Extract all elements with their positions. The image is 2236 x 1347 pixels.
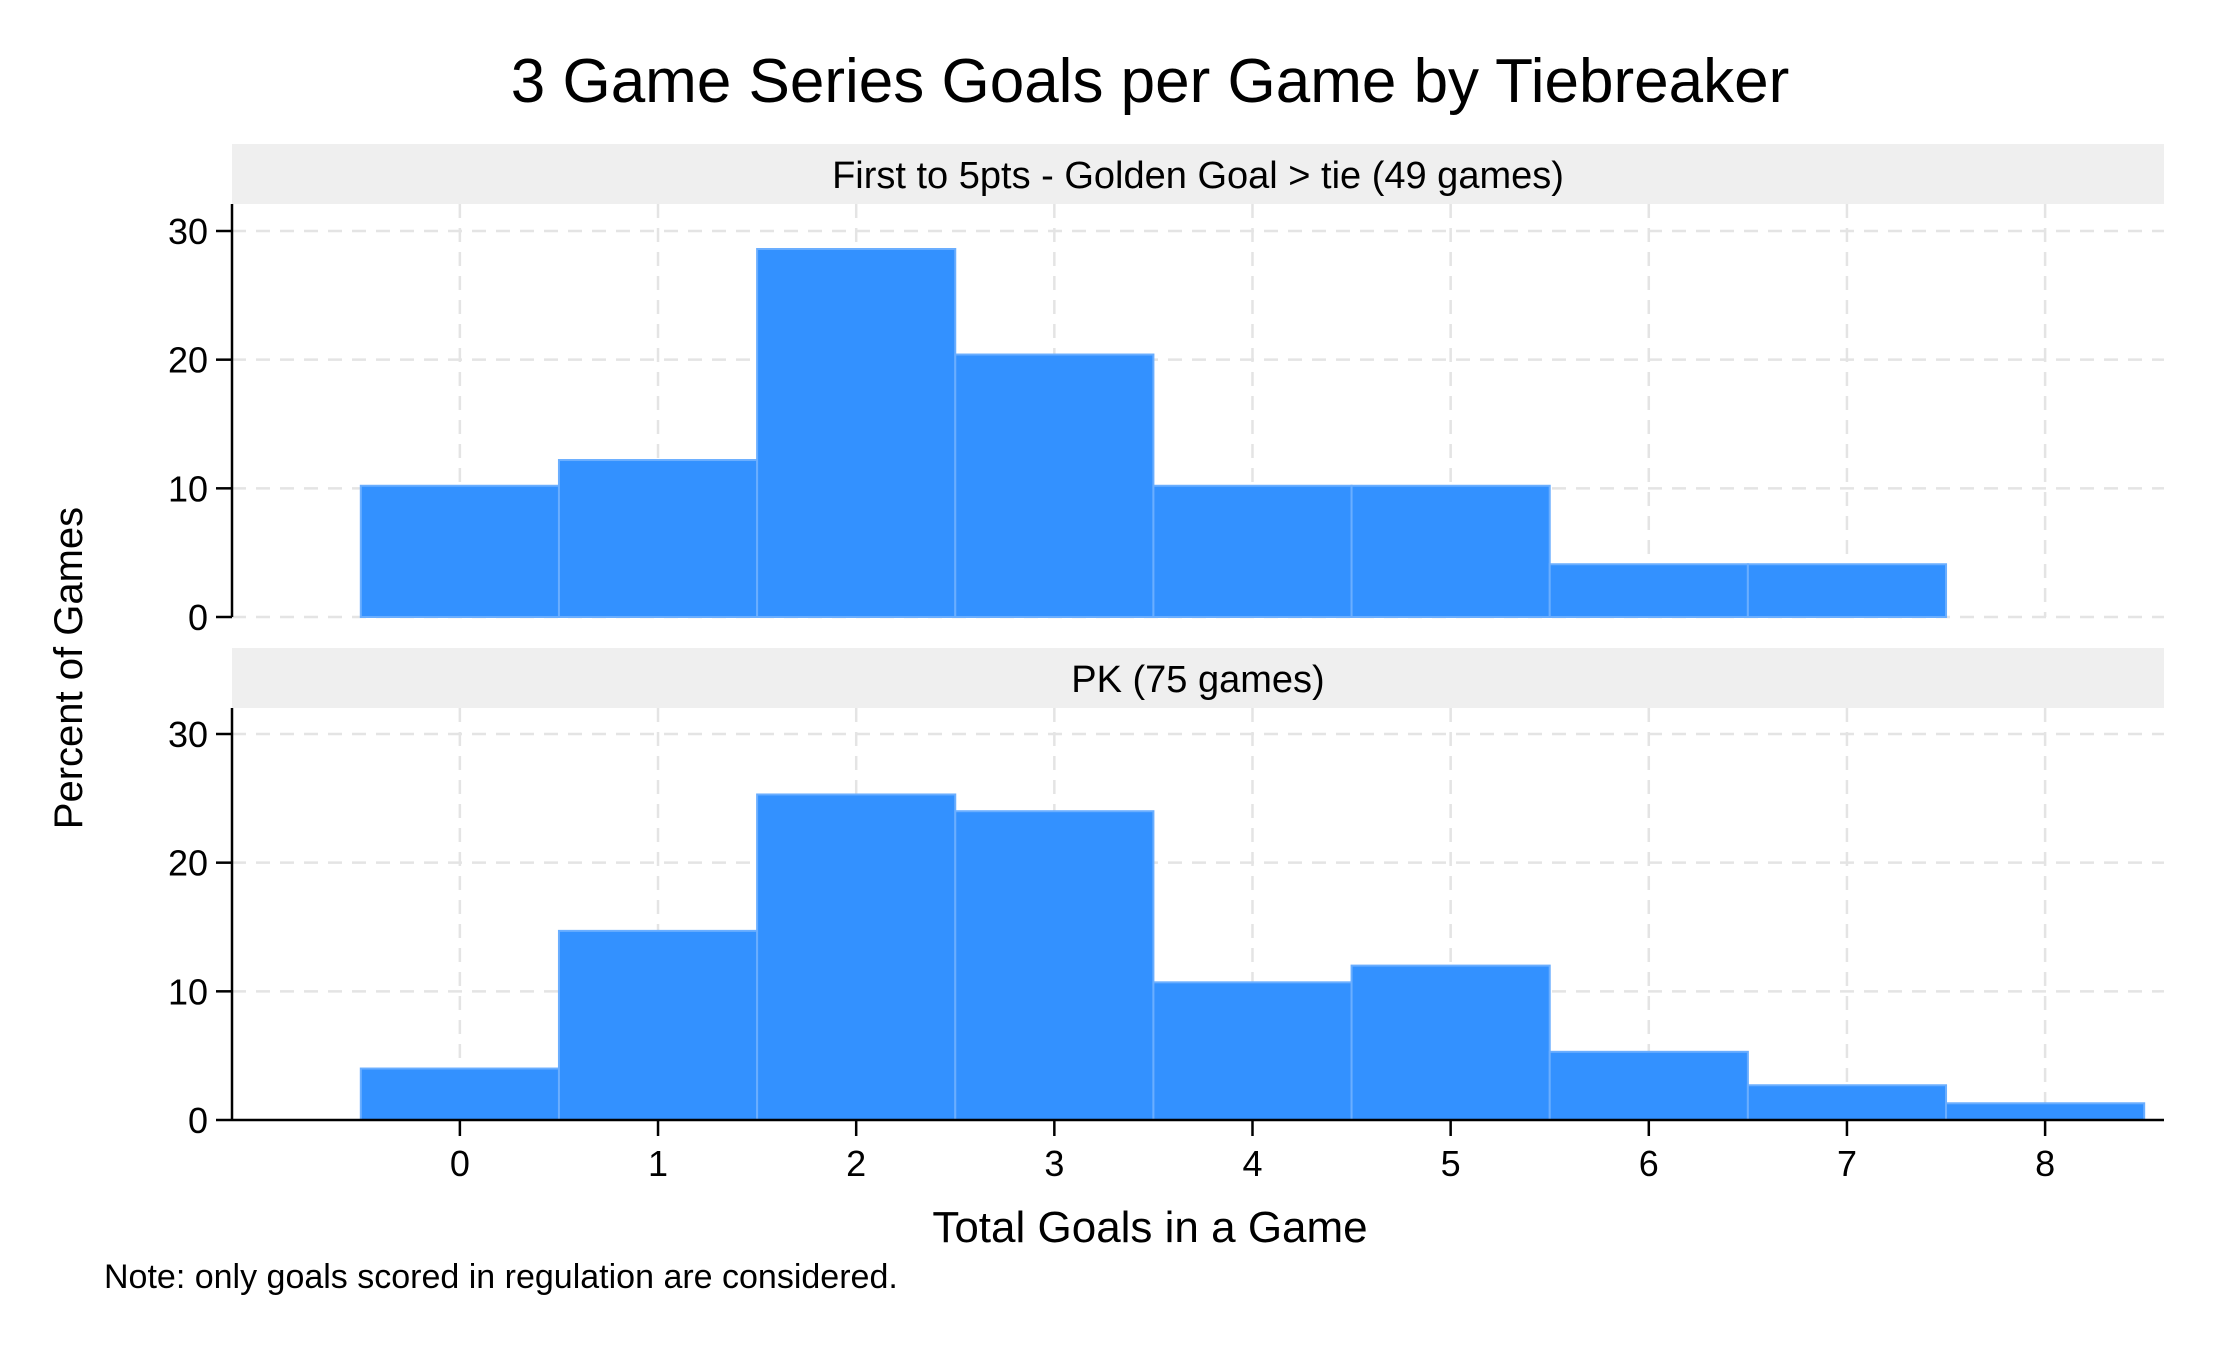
histogram-bar xyxy=(1350,964,1551,1121)
histogram-bar xyxy=(756,248,957,618)
histogram-bar xyxy=(1746,1084,1948,1122)
panel-title: First to 5pts - Golden Goal > tie (49 ga… xyxy=(832,155,1564,197)
histogram-bar xyxy=(1746,563,1948,618)
histogram-bar xyxy=(756,793,957,1121)
x-tick-label: 4 xyxy=(1242,1143,1262,1184)
y-tick-label: 30 xyxy=(168,211,208,252)
histogram-bar xyxy=(1350,484,1551,619)
x-tick-label: 1 xyxy=(648,1143,668,1184)
panel-strip xyxy=(232,648,2164,708)
panel-1: First to 5pts - Golden Goal > tie (49 ga… xyxy=(168,144,2164,638)
y-tick-label: 20 xyxy=(168,340,208,381)
x-axis-label: Total Goals in a Game xyxy=(932,1203,1367,1252)
y-tick-label: 10 xyxy=(168,971,208,1012)
histogram-bar xyxy=(954,810,1155,1121)
x-tick-label: 3 xyxy=(1044,1143,1064,1184)
histogram-bar xyxy=(1945,1102,2146,1121)
panel-2: PK (75 games) 0 10 20 30 0 1 2 3 4 5 6 7 8 xyxy=(168,648,2164,1184)
histogram-bar xyxy=(1152,484,1353,619)
y-axis-label: Percent of Games xyxy=(47,507,91,829)
x-tick-label: 6 xyxy=(1639,1143,1659,1184)
histogram-bar xyxy=(359,484,560,619)
y-tick-label: 0 xyxy=(188,1100,208,1141)
x-tick-label: 2 xyxy=(846,1143,866,1184)
histogram-bar xyxy=(954,353,1155,618)
panel-title: PK (75 games) xyxy=(1071,659,1324,701)
histogram-bar xyxy=(1152,981,1353,1121)
histogram-bar xyxy=(1548,563,1749,618)
x-tick-label: 5 xyxy=(1441,1143,1461,1184)
histogram-bar xyxy=(1548,1050,1749,1121)
histogram-bar xyxy=(557,929,759,1121)
y-tick-label: 30 xyxy=(168,714,208,755)
chart-title: 3 Game Series Goals per Game by Tiebreak… xyxy=(511,47,1789,116)
x-tick-label: 7 xyxy=(1837,1143,1857,1184)
panel-strip xyxy=(232,144,2164,204)
y-tick-label: 20 xyxy=(168,843,208,884)
histogram-bar xyxy=(557,459,759,618)
y-tick-label: 0 xyxy=(188,597,208,638)
x-tick-label: 0 xyxy=(450,1143,470,1184)
y-tick-label: 10 xyxy=(168,468,208,509)
panels: First to 5pts - Golden Goal > tie (49 ga… xyxy=(168,144,2164,1184)
x-tick-label: 8 xyxy=(2035,1143,2055,1184)
histogram-bar xyxy=(359,1067,560,1121)
chart-note: Note: only goals scored in regulation ar… xyxy=(104,1258,898,1296)
